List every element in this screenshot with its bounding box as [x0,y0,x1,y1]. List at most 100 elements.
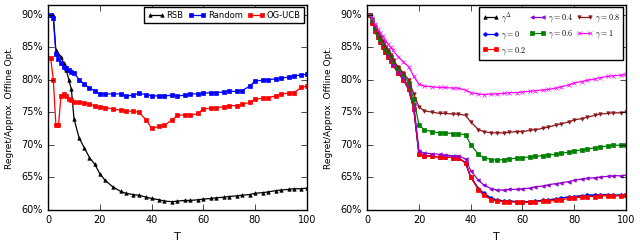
$\gamma=0.8$ [374,31,381,34]
$\gamma=1$ [454,87,461,90]
$\gamma=0.2$ [557,198,565,201]
$\gamma=0.8$ [570,118,578,121]
Random [298,74,305,77]
OG-UCB [101,106,109,109]
Random [290,74,298,77]
OG-UCB [264,96,272,99]
$\gamma=0.4$ [583,177,591,180]
$\gamma=0.4$ [394,70,402,73]
OG-UCB [225,104,233,107]
$\gamma=0.2$ [578,196,586,199]
$\gamma=0.8$ [420,109,428,112]
$\gamma=1$ [531,89,539,92]
$\gamma=0.2$ [552,199,560,202]
OG-UCB [62,94,70,97]
$\gamma=0.2$ [369,21,376,24]
Random [60,65,67,68]
$\gamma=0.8$ [366,13,374,16]
RSB [52,49,60,52]
$\gamma=0.4$ [389,63,397,66]
$\gamma=0$ [583,194,591,197]
Line: $\gamma=0$: $\gamma=0$ [368,13,628,204]
RSB [70,117,78,120]
$\gamma=0.2$ [461,161,469,164]
X-axis label: T: T [174,232,180,242]
$\gamma^{\Delta}$ [609,194,617,197]
$\gamma=0.6$ [480,156,488,159]
$\gamma=1$ [371,23,379,26]
RSB [101,179,109,182]
Random [212,91,220,94]
$\gamma=0.8$ [394,65,402,68]
RSB [181,199,189,202]
$\gamma=0.6$ [552,153,560,156]
$\gamma=0.8$ [526,129,534,132]
RSB [49,13,57,16]
RSB [259,191,266,194]
Legend: $\gamma^{\Delta}$, $\gamma=0$, $\gamma=0.2$, $\gamma=0.4$, $\gamma=0.6$, $\gamma: $\gamma^{\Delta}$, $\gamma=0$, $\gamma=0… [479,7,623,60]
$\gamma=0$ [545,198,552,201]
$\gamma=0.6$ [387,56,394,59]
$\gamma=0.4$ [513,188,521,191]
$\gamma=1$ [578,80,586,83]
$\gamma=0.2$ [622,194,630,197]
$\gamma=0.6$ [461,133,469,136]
$\gamma=0$ [500,200,508,203]
$\gamma=0.2$ [526,201,534,204]
RSB [60,62,67,65]
$\gamma=0.6$ [369,19,376,21]
$\gamma^{\Delta}$ [389,64,397,67]
RSB [161,200,168,203]
$\gamma=0.6$ [526,155,534,158]
OG-UCB [161,124,168,126]
$\gamma=0.6$ [420,128,428,131]
OG-UCB [68,99,76,102]
$\gamma=0$ [415,153,423,156]
$\gamma=0.4$ [379,44,387,47]
RSB [54,52,62,55]
$\gamma=1$ [387,46,394,49]
$\gamma=1$ [540,89,547,92]
OG-UCB [81,102,88,104]
$\gamma=0$ [405,88,413,91]
$\gamma=0.6$ [591,146,598,149]
$\gamma=0.4$ [591,176,598,179]
$\gamma=0.2$ [394,72,402,75]
$\gamma=0.6$ [493,159,500,162]
$\gamma=0.8$ [480,130,488,133]
$\gamma^{\Delta}$ [449,156,456,159]
OG-UCB [233,104,241,107]
Y-axis label: Regret/Approx. Offline Opt.: Regret/Approx. Offline Opt. [324,46,333,169]
$\gamma=0.8$ [384,49,392,52]
OG-UCB [135,111,143,114]
$\gamma=1$ [376,31,384,34]
$\gamma^{\Delta}$ [531,200,539,203]
$\gamma=0.8$ [454,113,461,116]
Line: $\gamma=0.8$: $\gamma=0.8$ [368,13,628,135]
OG-UCB [246,101,253,104]
$\gamma=0.6$ [545,153,552,156]
Legend: RSB, Random, OG-UCB: RSB, Random, OG-UCB [144,7,304,23]
$\gamma=0$ [376,41,384,43]
OG-UCB [251,98,259,101]
$\gamma=1$ [557,85,565,88]
$\gamma=0.4$ [531,185,539,188]
Random [122,94,129,97]
OG-UCB [277,92,285,95]
Line: RSB: RSB [49,13,308,204]
$\gamma=1$ [436,86,444,89]
RSB [272,189,280,192]
$\gamma=0$ [604,193,612,196]
$\gamma=0.4$ [617,174,625,177]
$\gamma=0.2$ [376,41,384,43]
$\gamma^{\Delta}$ [410,107,418,110]
$\gamma=0$ [369,21,376,24]
$\gamma=0.6$ [399,73,407,76]
$\gamma^{\Delta}$ [526,200,534,203]
$\gamma=0.8$ [518,130,526,133]
$\gamma=0.4$ [622,174,630,177]
RSB [212,196,220,199]
$\gamma=0$ [384,56,392,59]
$\gamma=0.8$ [493,131,500,134]
$\gamma=0.4$ [540,185,547,188]
